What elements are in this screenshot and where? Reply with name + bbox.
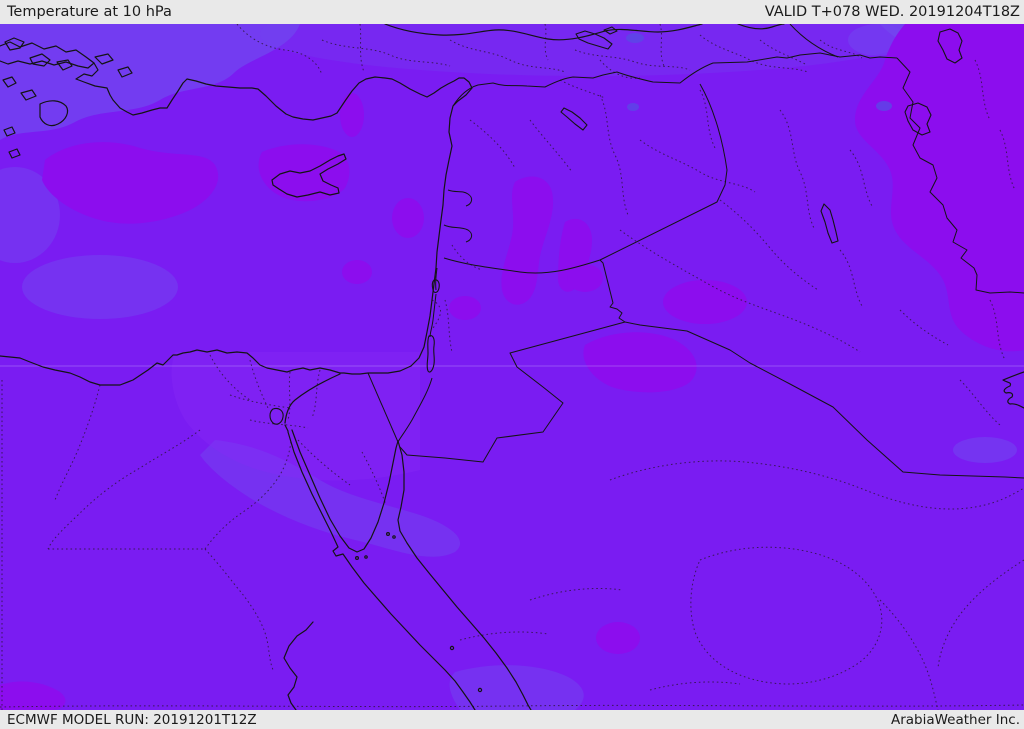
lakes (269, 26, 963, 425)
weather-map (0, 24, 1024, 710)
temperature-shade-magenta (0, 24, 1024, 710)
credit-label: ArabiaWeather Inc. (890, 711, 1020, 728)
footer-bar: ECMWF MODEL RUN: 20191201T12Z ArabiaWeat… (0, 710, 1024, 729)
coastlines (0, 24, 1024, 710)
sea-of-galilee (431, 279, 440, 293)
bitter-lakes (269, 407, 284, 425)
page-title: Temperature at 10 hPa (7, 4, 172, 20)
temperature-shade-blue (0, 24, 1024, 710)
temperature-shade-light (171, 352, 420, 481)
dead-sea (426, 335, 435, 373)
temperature-shade-deepblue (626, 33, 892, 111)
valid-time-label: VALID T+078 WED. 20191204T18Z (764, 4, 1020, 20)
admin-boundaries (0, 24, 1024, 710)
lake-urmia (937, 28, 963, 64)
header-bar: Temperature at 10 hPa VALID T+078 WED. 2… (0, 0, 1024, 24)
country-borders (367, 24, 1024, 479)
temperature-map-svg (0, 24, 1024, 710)
model-run-label: ECMWF MODEL RUN: 20191201T12Z (7, 711, 257, 728)
temperature-field-base (0, 24, 1024, 710)
lake-tharthar (820, 203, 839, 244)
lake-van (904, 102, 932, 136)
